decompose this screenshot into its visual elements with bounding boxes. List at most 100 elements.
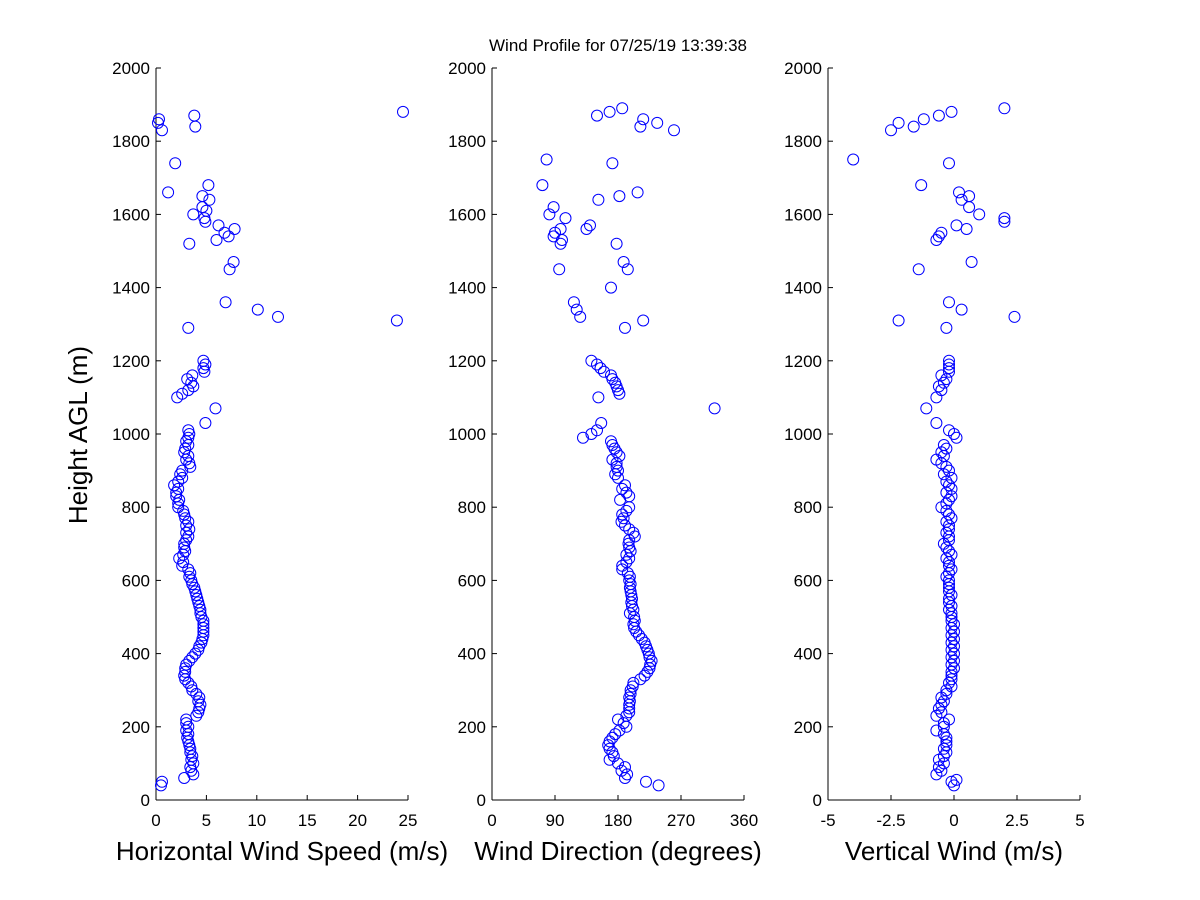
- data-point: [920, 402, 933, 415]
- data-point: [598, 365, 610, 378]
- data-point: [570, 303, 583, 316]
- data-point: [591, 424, 603, 437]
- data-point: [182, 321, 195, 334]
- data-point: [176, 464, 189, 477]
- y-tick-label: 1000: [784, 425, 822, 444]
- data-point: [187, 208, 200, 221]
- data-point: [935, 706, 948, 719]
- data-point: [194, 698, 207, 711]
- data-point: [950, 219, 963, 232]
- data-point: [610, 460, 623, 473]
- y-tick-label: 1800: [448, 132, 486, 151]
- data-point: [943, 574, 955, 587]
- data-point: [948, 618, 960, 631]
- data-point: [592, 193, 605, 206]
- data-point: [930, 417, 943, 429]
- data-point: [605, 281, 617, 294]
- data-point: [943, 508, 955, 521]
- data-point: [955, 193, 968, 206]
- data-point: [620, 486, 633, 499]
- panel-vertical-markers: [847, 102, 1021, 792]
- data-point: [940, 442, 953, 455]
- data-point: [945, 665, 958, 678]
- data-point: [668, 124, 680, 137]
- data-point: [940, 731, 953, 744]
- data-point: [219, 296, 232, 309]
- data-point: [189, 647, 202, 660]
- data-point: [559, 212, 572, 225]
- data-point: [617, 256, 630, 268]
- y-tick-label: 200: [458, 718, 486, 737]
- y-tick-label: 1400: [112, 279, 150, 298]
- panel-direction-ticks: 0 200 400 600 800 1000 1200 1400 1600 1800 2000 0 90…: [448, 59, 758, 830]
- data-point: [940, 541, 953, 554]
- data-point: [179, 665, 192, 678]
- data-point: [193, 691, 206, 704]
- panel-vertical-xlabel: Vertical Wind (m/s): [845, 836, 1063, 866]
- y-tick-label: 1200: [112, 352, 150, 371]
- data-point: [180, 717, 193, 730]
- data-point: [623, 570, 636, 583]
- data-point: [651, 116, 664, 129]
- data-point: [185, 680, 198, 693]
- data-point: [620, 504, 633, 517]
- data-point: [943, 559, 955, 572]
- data-point: [594, 362, 607, 375]
- data-point: [153, 113, 165, 126]
- y-tick-label: 2000: [112, 59, 150, 78]
- data-point: [168, 479, 181, 492]
- data-point: [176, 387, 189, 400]
- y-tick-label: 800: [122, 498, 150, 517]
- y-tick-label: 800: [458, 498, 486, 517]
- data-point: [943, 354, 955, 367]
- y-axis-label: Height AGL (m): [63, 346, 93, 524]
- data-point: [603, 105, 616, 118]
- y-tick-label: 400: [122, 645, 150, 664]
- data-point: [935, 226, 948, 239]
- data-point: [847, 153, 860, 166]
- x-tick-label: 5: [1075, 811, 1084, 830]
- data-point: [940, 321, 953, 334]
- data-point: [950, 431, 963, 444]
- data-point: [183, 237, 196, 250]
- data-point: [619, 761, 631, 774]
- figure-title: Wind Profile for 07/25/19 13:39:38: [489, 36, 747, 55]
- y-tick-label: 1800: [784, 132, 822, 151]
- data-point: [937, 439, 950, 451]
- data-point: [574, 310, 587, 323]
- data-point: [620, 556, 633, 569]
- y-tick-label: 1600: [112, 205, 150, 224]
- y-tick-label: 0: [813, 791, 822, 810]
- x-tick-label: 270: [667, 811, 695, 830]
- data-point: [907, 120, 920, 133]
- data-point: [643, 651, 656, 664]
- data-point: [998, 215, 1011, 228]
- data-point: [210, 234, 223, 246]
- data-point: [948, 647, 960, 660]
- data-point: [948, 633, 960, 645]
- y-tick-label: 1400: [448, 279, 486, 298]
- data-point: [937, 750, 950, 763]
- data-point: [580, 223, 593, 235]
- data-point: [609, 376, 622, 389]
- data-point: [943, 676, 955, 689]
- data-point: [930, 724, 943, 737]
- y-tick-label: 1200: [448, 352, 486, 371]
- data-point: [182, 515, 195, 528]
- data-point: [912, 263, 925, 276]
- data-point: [932, 230, 945, 243]
- x-tick-label: 0: [151, 811, 160, 830]
- y-tick-label: 0: [141, 791, 150, 810]
- panel-speed: 0 200 400 600 800 1000 1200 1400 1600 1800 2000 0 5 1…: [112, 59, 448, 866]
- data-point: [943, 362, 955, 375]
- data-point: [200, 204, 213, 217]
- x-tick-label: 10: [247, 811, 266, 830]
- data-point: [937, 742, 950, 755]
- data-point: [188, 109, 201, 122]
- data-point: [943, 424, 955, 437]
- data-point: [182, 424, 195, 437]
- data-point: [943, 581, 955, 594]
- y-tick-label: 1400: [784, 279, 822, 298]
